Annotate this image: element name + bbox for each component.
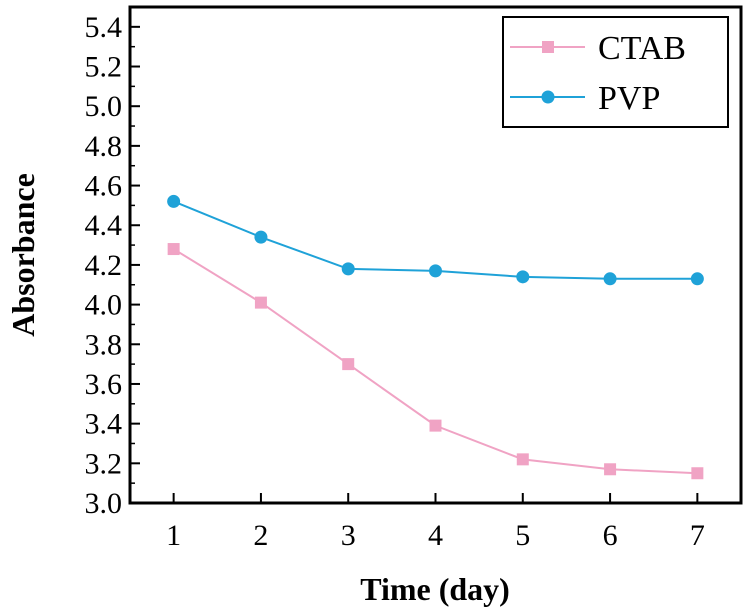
data-point-ctab [167,243,180,256]
x-tick-label: 3 [341,519,356,552]
y-tick-label: 4.2 [85,249,123,282]
y-tick-label: 3.0 [85,487,123,520]
legend-label-pvp: PVP [598,80,660,117]
legend-box [502,16,729,128]
y-tick-label: 4.6 [85,170,123,203]
data-point-pvp [341,262,355,276]
data-point-pvp [167,194,181,208]
x-tick-label: 2 [253,519,268,552]
data-point-pvp [603,272,617,286]
legend-item-pvp: PVP [510,80,660,117]
y-tick-label: 5.2 [85,51,123,84]
data-point-ctab [342,358,355,371]
y-tick-label: 4.4 [85,209,123,242]
data-point-ctab [516,453,529,466]
x-axis-title: Time (day) [360,571,510,607]
data-point-ctab [604,463,617,476]
ticks: 1 2 3 4 5 6 7 3.0 3.2 3.4 3.6 3.8 4.0 4.2 4.4 4.6 4.8 5.0… [85,11,705,552]
x-tick-label: 6 [603,519,618,552]
x-tick-label: 4 [428,519,443,552]
data-point-ctab [429,419,442,432]
data-point-pvp [254,230,268,244]
y-tick-label: 3.8 [85,328,123,361]
y-tick-label: 3.2 [85,447,123,480]
y-tick-label: 5.0 [85,90,123,123]
series-pvp [167,194,704,286]
data-point-pvp [429,264,442,278]
y-tick-label: 3.4 [85,408,123,441]
legend: CTAB PVP [502,16,729,128]
series-ctab [167,243,704,480]
y-axis-title: Absorbance [5,173,41,337]
data-point-ctab [254,296,267,309]
data-point-ctab [691,467,704,480]
legend-swatch-ctab-marker [542,41,554,53]
series-line-ctab [173,248,698,475]
series-layer [167,194,704,480]
y-tick-label: 5.4 [85,11,123,44]
x-tick-label: 1 [166,519,181,552]
legend-item-ctab: CTAB [510,30,686,67]
y-tick-label: 3.6 [85,368,123,401]
x-tick-label: 7 [690,519,705,552]
legend-label-ctab: CTAB [598,30,686,67]
legend-swatch-pvp-marker [541,90,555,104]
data-point-pvp [690,272,704,286]
x-tick-label: 5 [515,519,530,552]
data-point-pvp [516,270,530,284]
y-tick-label: 4.8 [85,130,123,163]
y-tick-label: 4.0 [85,289,123,322]
